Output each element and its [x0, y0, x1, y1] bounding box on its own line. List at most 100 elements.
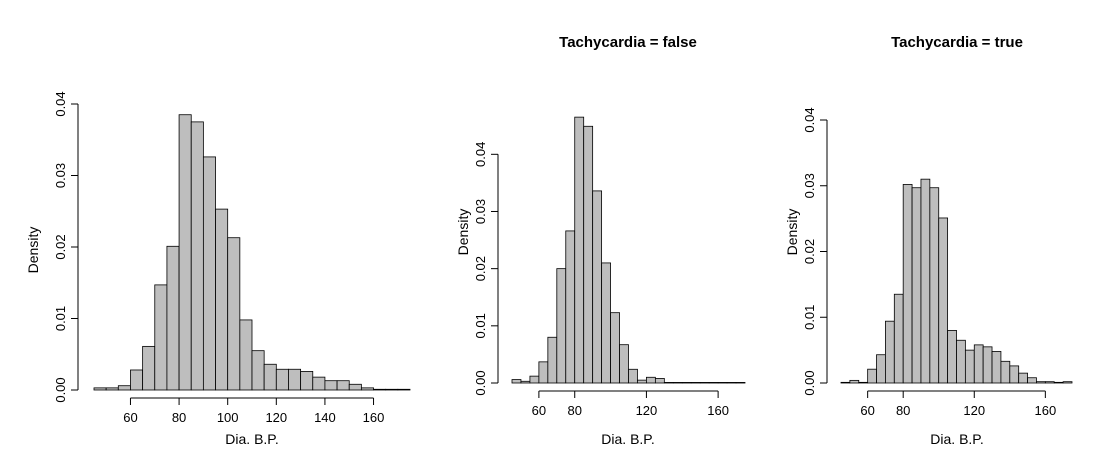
histogram-bar	[619, 344, 629, 384]
histogram-bar	[348, 383, 362, 391]
y-axis-label: Density	[455, 209, 471, 256]
histogram-bar	[93, 387, 107, 391]
histogram-bar	[858, 381, 869, 384]
histogram-bar	[215, 208, 229, 391]
histogram-bar	[202, 156, 216, 391]
histogram-bar	[130, 369, 144, 391]
histogram-bar	[956, 339, 966, 384]
histogram-bar	[360, 387, 374, 391]
histogram-bar	[849, 379, 860, 384]
histogram-panel-tachycardia-true: Tachycardia = true Dia. B.P. Density 60 8…	[784, 34, 1073, 447]
histogram-bar	[876, 354, 886, 384]
histogram-bar	[735, 382, 746, 384]
panel-title: Tachycardia = true	[891, 34, 1023, 51]
y-axis-label: Density	[784, 209, 800, 256]
histogram-bar	[893, 293, 904, 384]
histogram-bar	[699, 382, 710, 384]
histogram-bar	[154, 284, 168, 391]
x-tick-label: 80	[567, 403, 581, 418]
histogram-bar	[681, 382, 692, 384]
histogram-bar	[964, 349, 975, 384]
histogram-bar	[637, 379, 647, 384]
y-tick-label: 0.02	[802, 239, 817, 264]
histogram-bar	[263, 363, 277, 391]
histogram-bar	[565, 230, 576, 384]
x-tick-label: 120	[265, 410, 287, 425]
x-axis-label: Dia. B.P.	[930, 431, 983, 447]
histogram-bar	[929, 187, 940, 384]
histogram-bar	[275, 368, 289, 391]
y-tick-label: 0.00	[802, 370, 817, 395]
histogram-bar	[840, 381, 851, 384]
histogram-bar	[1000, 360, 1011, 384]
x-tick-label: 60	[123, 410, 137, 425]
histogram-bar	[166, 245, 180, 391]
histogram-bar	[1062, 381, 1073, 384]
x-tick-label: 80	[172, 410, 186, 425]
x-tick-label: 120	[963, 403, 985, 418]
histogram-bar	[973, 344, 984, 384]
histogram-bar	[947, 329, 957, 384]
x-axis-label: Dia. B.P.	[601, 431, 654, 447]
histogram-bar	[511, 379, 522, 384]
histogram-bar	[717, 382, 728, 384]
x-tick-label: 160	[707, 403, 729, 418]
histogram-bar	[373, 388, 387, 391]
histogram-bar	[142, 345, 156, 391]
histogram-bar	[1018, 372, 1028, 384]
histogram-bar	[663, 382, 674, 384]
y-tick-label: 0.01	[53, 306, 68, 331]
histogram-bar	[654, 378, 665, 384]
histogram-bar	[529, 375, 540, 384]
x-tick-label: 160	[363, 410, 385, 425]
x-axis-label: Dia. B.P.	[225, 431, 278, 447]
y-tick-label: 0.02	[473, 256, 488, 281]
y-tick-label: 0.00	[53, 377, 68, 402]
histogram-bar	[982, 346, 993, 384]
histogram-bar	[938, 217, 949, 384]
y-tick-label: 0.03	[802, 173, 817, 198]
histogram-bar	[646, 376, 656, 384]
y-tick-label: 0.01	[802, 305, 817, 330]
histogram-bar	[117, 385, 131, 391]
histogram-bar	[1027, 377, 1037, 384]
x-tick-label: 160	[1034, 403, 1056, 418]
y-tick-label: 0.04	[473, 142, 488, 167]
x-tick-label: 60	[860, 403, 874, 418]
histogram-bar	[385, 388, 399, 391]
histogram-bar	[672, 382, 683, 384]
x-tick-label: 80	[896, 403, 910, 418]
histogram-bar	[690, 382, 701, 384]
histogram-bar	[105, 387, 119, 391]
histogram-bar	[556, 268, 567, 384]
histogram-bar	[251, 350, 265, 391]
y-tick-label: 0.02	[53, 234, 68, 259]
histogram-bar	[885, 320, 895, 384]
histogram-bar	[902, 184, 913, 384]
x-tick-label: 60	[532, 403, 546, 418]
histogram-bar	[610, 312, 620, 384]
y-tick-label: 0.03	[53, 163, 68, 188]
histogram-bar	[708, 382, 719, 384]
histogram-bar	[336, 380, 350, 391]
histogram-bar	[726, 382, 737, 384]
histogram-bar	[574, 116, 585, 384]
histogram-bar	[867, 368, 877, 384]
histogram-bar	[538, 361, 549, 384]
x-tick-label: 120	[636, 403, 658, 418]
histogram-bar	[1009, 365, 1020, 384]
histogram-bar	[397, 388, 411, 391]
histogram-bar	[583, 125, 594, 384]
histogram-bar	[520, 380, 531, 384]
histogram-bar	[547, 336, 558, 384]
y-tick-label: 0.04	[53, 91, 68, 116]
histogram-bar	[178, 114, 192, 391]
histogram-bar	[312, 376, 326, 391]
histogram-bar	[991, 351, 1002, 384]
x-tick-label: 140	[314, 410, 336, 425]
histogram-bar	[1044, 381, 1055, 384]
histogram-bar	[324, 380, 338, 391]
histogram-bar	[239, 319, 253, 391]
histogram-bar	[911, 187, 922, 384]
